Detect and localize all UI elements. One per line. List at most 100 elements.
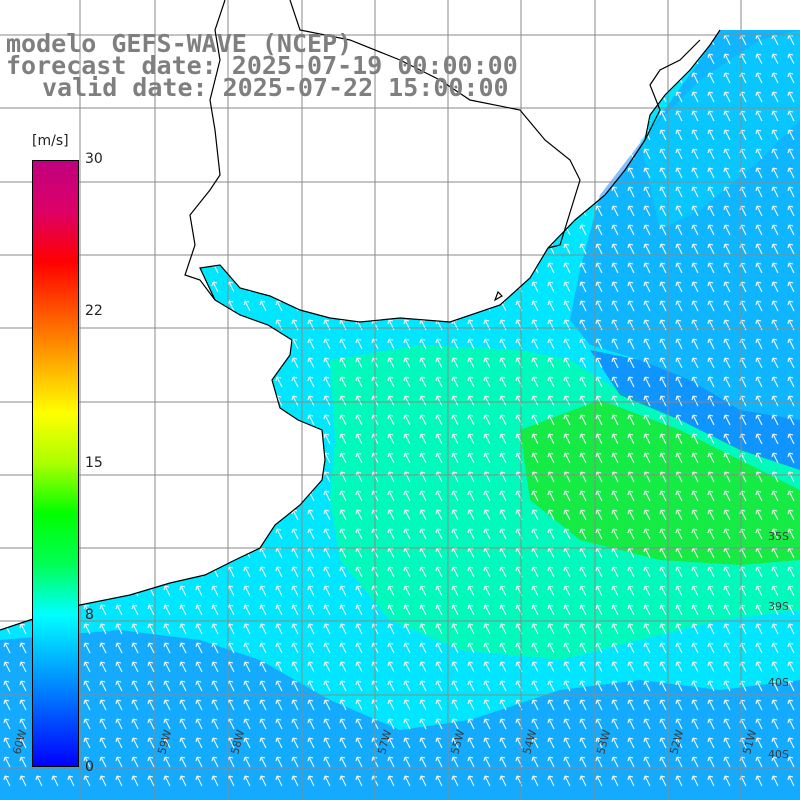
wind-arrow bbox=[355, 433, 363, 445]
wind-arrow bbox=[451, 414, 459, 426]
wind-arrow bbox=[723, 680, 731, 692]
wind-arrow bbox=[643, 756, 651, 768]
wind-arrow bbox=[755, 623, 763, 635]
wind-arrow bbox=[35, 775, 43, 787]
wind-arrow bbox=[323, 604, 331, 616]
wind-arrow bbox=[643, 661, 651, 673]
wind-arrow bbox=[659, 642, 667, 654]
wind-arrow bbox=[723, 604, 731, 616]
wind-arrow bbox=[611, 585, 619, 597]
wind-arrow bbox=[659, 528, 667, 540]
wind-arrow bbox=[755, 205, 763, 217]
wind-arrow bbox=[243, 756, 251, 768]
wind-arrow bbox=[499, 775, 507, 787]
wind-arrow bbox=[611, 357, 619, 369]
wind-arrow bbox=[467, 395, 475, 407]
wind-arrow bbox=[643, 338, 651, 350]
wind-arrow bbox=[723, 395, 731, 407]
wind-arrow bbox=[323, 661, 331, 673]
longitude-labels: 60W 59W 58W 57W 55W 54W 53W 52W 51W bbox=[10, 728, 759, 756]
wind-arrow bbox=[99, 642, 107, 654]
wind-arrow bbox=[211, 585, 219, 597]
wind-arrow bbox=[707, 699, 715, 711]
wind-arrow bbox=[787, 300, 795, 312]
wind-arrow bbox=[307, 357, 315, 369]
wind-arrow bbox=[691, 110, 699, 122]
wind-arrow bbox=[339, 566, 347, 578]
wind-arrow bbox=[627, 566, 635, 578]
wind-arrow bbox=[707, 395, 715, 407]
wind-arrow bbox=[419, 737, 427, 749]
wind-arrow bbox=[467, 585, 475, 597]
wind-arrow bbox=[483, 433, 491, 445]
wind-arrow bbox=[627, 623, 635, 635]
wind-arrow bbox=[755, 699, 763, 711]
wind-arrow bbox=[131, 642, 139, 654]
wind-arrow bbox=[339, 395, 347, 407]
wind-arrow bbox=[131, 680, 139, 692]
wind-arrow bbox=[595, 300, 603, 312]
wind-arrow bbox=[563, 528, 571, 540]
wind-arrow bbox=[387, 756, 395, 768]
latitude-label: 39S bbox=[768, 600, 789, 613]
wind-arrow bbox=[595, 205, 603, 217]
wind-arrow bbox=[243, 642, 251, 654]
wind-arrow bbox=[403, 509, 411, 521]
wind-arrow bbox=[755, 585, 763, 597]
wind-arrow bbox=[659, 661, 667, 673]
wind-arrow bbox=[435, 490, 443, 502]
wind-arrow bbox=[659, 718, 667, 730]
wind-arrow bbox=[179, 604, 187, 616]
wind-arrow bbox=[723, 737, 731, 749]
wind-arrow bbox=[419, 414, 427, 426]
wind-arrow bbox=[291, 642, 299, 654]
wind-arrow bbox=[531, 357, 539, 369]
wind-arrow bbox=[131, 699, 139, 711]
wind-arrow bbox=[707, 224, 715, 236]
wind-arrow bbox=[307, 338, 315, 350]
wind-arrow bbox=[243, 566, 251, 578]
wind-arrow bbox=[211, 642, 219, 654]
wind-arrow bbox=[563, 566, 571, 578]
colorbar-tick-8: 8 bbox=[85, 607, 94, 623]
wind-arrow bbox=[547, 623, 555, 635]
wind-arrow bbox=[259, 566, 267, 578]
wind-arrow bbox=[707, 300, 715, 312]
wind-arrow bbox=[339, 737, 347, 749]
wind-arrow bbox=[627, 300, 635, 312]
wind-arrow bbox=[147, 699, 155, 711]
wind-arrow bbox=[99, 604, 107, 616]
wind-arrow bbox=[499, 718, 507, 730]
wind-arrow bbox=[355, 490, 363, 502]
wind-arrow bbox=[675, 756, 683, 768]
wind-arrow bbox=[195, 661, 203, 673]
wind-arrow bbox=[659, 433, 667, 445]
wind-arrow bbox=[723, 262, 731, 274]
wind-arrow bbox=[83, 775, 91, 787]
wind-arrow bbox=[419, 623, 427, 635]
wind-arrow bbox=[275, 300, 283, 312]
wind-arrow bbox=[275, 566, 283, 578]
wind-arrow bbox=[723, 167, 731, 179]
wind-arrow bbox=[659, 566, 667, 578]
wind-arrow bbox=[595, 262, 603, 274]
wind-arrow bbox=[451, 452, 459, 464]
wind-arrow bbox=[755, 718, 763, 730]
wind-arrow bbox=[195, 699, 203, 711]
wind-arrow bbox=[755, 680, 763, 692]
wind-arrow bbox=[547, 490, 555, 502]
wind-arrow bbox=[579, 699, 587, 711]
wind-arrow bbox=[787, 224, 795, 236]
wind-arrow bbox=[323, 433, 331, 445]
wind-arrow bbox=[659, 395, 667, 407]
wind-arrow bbox=[627, 756, 635, 768]
wind-arrow bbox=[243, 775, 251, 787]
wind-arrow bbox=[675, 566, 683, 578]
wind-arrow bbox=[723, 148, 731, 160]
wind-arrow bbox=[691, 129, 699, 141]
wind-arrow bbox=[467, 623, 475, 635]
wind-arrow bbox=[643, 737, 651, 749]
wind-arrow bbox=[659, 623, 667, 635]
wind-arrow bbox=[3, 756, 11, 768]
wind-arrow bbox=[147, 718, 155, 730]
